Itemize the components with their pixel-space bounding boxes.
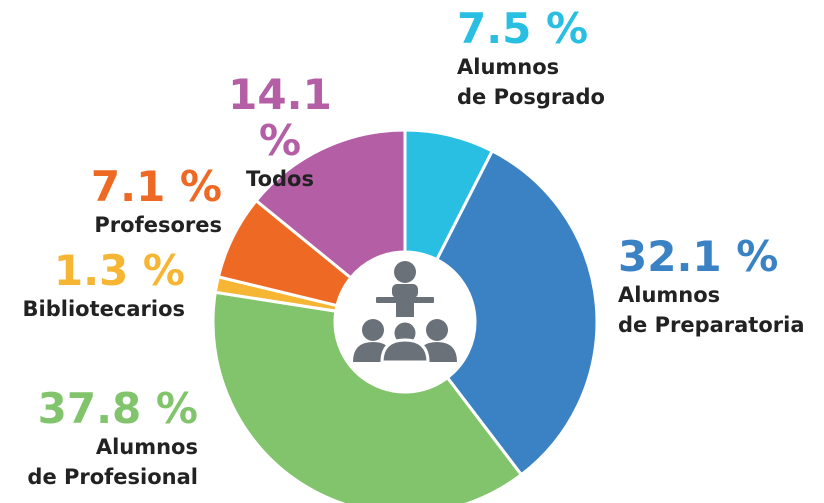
label: 14.1 % Todos (205, 72, 355, 194)
label: 7.5 % Alumnos de Posgrado (457, 6, 605, 112)
label: 37.8 % Alumnos de Profesional (27, 386, 198, 492)
label: 7.1 % Profesores (91, 164, 222, 240)
value-label: 37.8 % (37, 384, 198, 433)
value-label: 32.1 % (618, 232, 779, 281)
category-label: Alumnos de Preparatoria (618, 283, 805, 337)
segment (211, 290, 524, 503)
value-label: 7.1 % (90, 162, 222, 211)
value-label: 1.3 % (53, 246, 185, 295)
segment (254, 128, 407, 280)
category-label: Alumnos de Posgrado (457, 55, 605, 109)
value-label: 14.1 % (228, 70, 332, 165)
segment (434, 148, 599, 477)
label: 1.3 % Bibliotecarios (23, 248, 185, 324)
category-label: Alumnos de Profesional (27, 435, 198, 489)
label: 32.1 % Alumnos de Preparatoria (618, 234, 805, 340)
center-icon (353, 261, 457, 364)
category-label: Bibliotecarios (22, 297, 185, 321)
category-label: Profesores (94, 213, 222, 237)
value-label: 7.5 % (457, 4, 589, 53)
category-label: Todos (246, 167, 314, 191)
